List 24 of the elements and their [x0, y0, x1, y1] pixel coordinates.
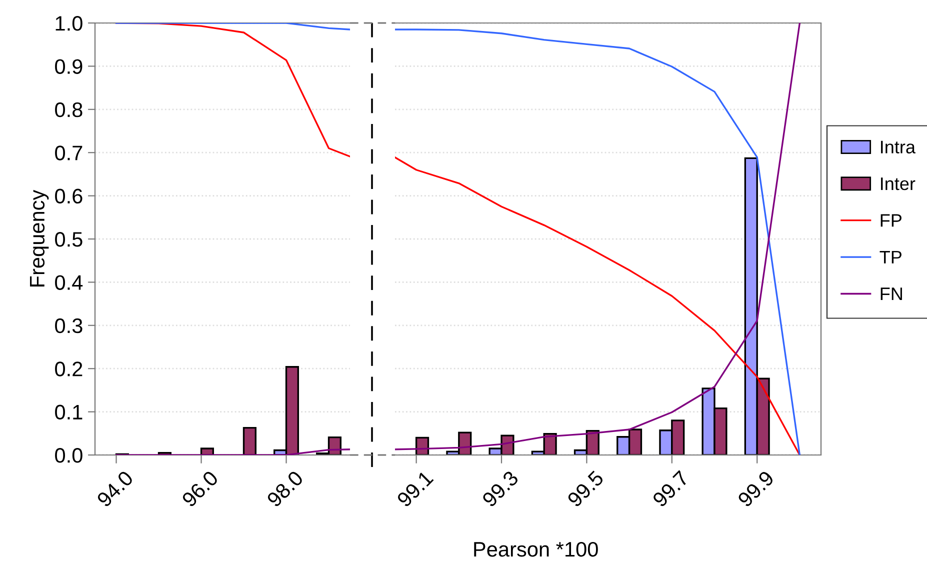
- x-tick-label: 96.0: [181, 470, 219, 508]
- y-tick-label: 0.1: [55, 404, 82, 420]
- legend-label: Inter: [881, 178, 916, 190]
- y-tick-label: 0.0: [55, 448, 82, 463]
- x-axis-title: Pearson *100: [474, 542, 598, 557]
- legend-label: TP: [880, 250, 902, 264]
- y-tick-label: 0.8: [55, 102, 82, 118]
- y-tick-label: 0.5: [55, 232, 82, 247]
- legend-label: Intra: [881, 140, 916, 154]
- y-axis-title: Frequency: [30, 190, 49, 286]
- y-tick-label: 0.9: [55, 59, 82, 74]
- x-tick-label: 99.9: [736, 470, 775, 508]
- y-tick-label: 0.4: [55, 275, 83, 290]
- x-tick-label: 99.3: [481, 470, 520, 508]
- y-tick-label: 0.2: [55, 362, 82, 376]
- y-tick-label: 0.6: [55, 188, 82, 204]
- y-tick-label: 0.7: [55, 146, 82, 160]
- x-tick-label: 99.1: [396, 470, 434, 508]
- y-tick-label: 0.3: [55, 318, 82, 334]
- y-tick-label: 1.0: [56, 16, 82, 31]
- legend-label: FN: [880, 288, 902, 300]
- legend-label: FP: [880, 214, 902, 227]
- x-tick-label: 94.0: [96, 470, 134, 508]
- x-tick-label: 98.0: [266, 470, 304, 508]
